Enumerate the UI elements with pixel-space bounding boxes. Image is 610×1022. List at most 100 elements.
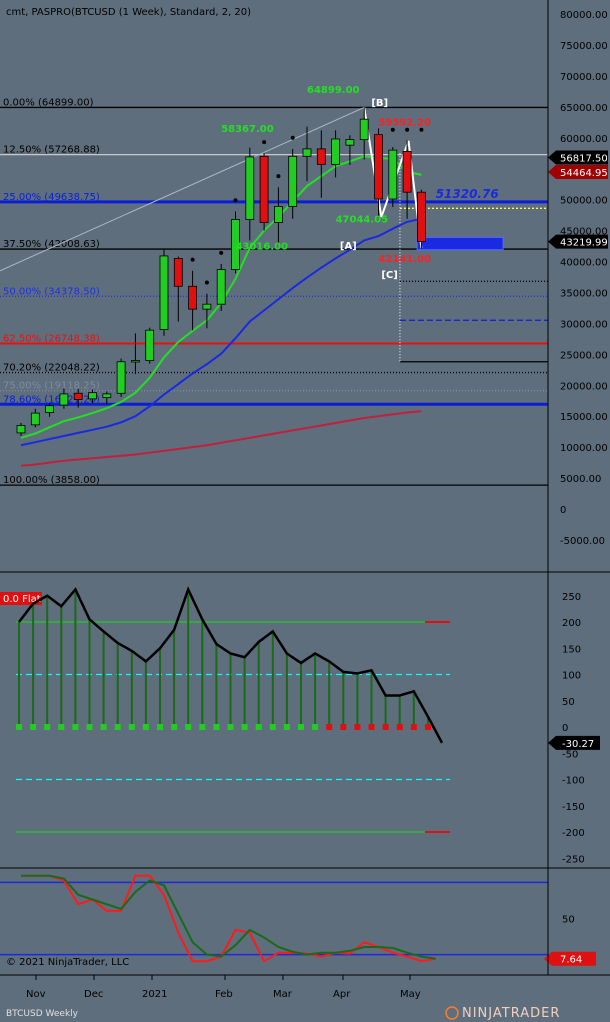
histogram-dot (58, 724, 65, 730)
fib-level-label: 12.50% (57268.88) (3, 145, 100, 156)
histogram-dot (86, 724, 93, 730)
fib-level-label: 100.00% (3858.00) (3, 475, 100, 486)
oscillator-line (18, 586, 444, 744)
candle-body (331, 138, 341, 165)
osc-value-flag-label: -30.27 (562, 739, 594, 750)
price-flag-label: 54464.95 (560, 168, 608, 179)
signal-dot (276, 174, 281, 179)
price-tick-label: 50000.00 (560, 196, 608, 207)
candle-body (374, 134, 383, 200)
candle-body (273, 206, 283, 223)
chart-annotation: 43016.00 (236, 242, 289, 253)
histogram-dot (227, 724, 234, 730)
histogram-dot (326, 724, 333, 730)
price-flag (548, 234, 608, 249)
histogram-dot (269, 724, 276, 730)
instrument-label: BTCUSD Weekly (6, 1009, 79, 1019)
indicator-tick-label: 50 (562, 915, 575, 926)
price-flag-label: 43219.99 (560, 238, 608, 249)
osc-tick-label: 0 (562, 723, 568, 734)
price-tick-label: 30000.00 (560, 319, 608, 330)
candle-body (402, 150, 412, 193)
osc-tick-label: 150 (562, 644, 581, 655)
fib-level-label: 62.50% (26748.38) (3, 333, 100, 344)
time-tick-label: Dec (84, 989, 103, 1000)
histogram-dot (114, 724, 121, 730)
oscillator-panel: 0.0 Flat (0, 586, 610, 869)
histogram-dot (368, 724, 375, 730)
candle-body (202, 303, 212, 310)
histogram-dot (142, 724, 149, 730)
fib-anchor-line (0, 106, 365, 272)
fib-level-label: 75.00% (19118.25) (3, 381, 100, 392)
fib-level-label: 37.50% (42008.63) (3, 239, 100, 250)
osc-tick-label: 50 (562, 697, 575, 708)
osc-tick-label: 200 (562, 618, 581, 629)
histogram-dot (241, 724, 248, 730)
histogram-dot (298, 724, 304, 730)
price-flag (548, 150, 608, 165)
price-tick-label: 60000.00 (560, 134, 608, 145)
candle-body (88, 392, 97, 400)
histogram-dot (100, 724, 107, 730)
price-tick-label: 10000.00 (560, 443, 608, 454)
candle-body (145, 329, 155, 361)
candle-body (316, 148, 326, 165)
histogram-dot (171, 724, 178, 730)
chart-annotation: [A] (340, 241, 357, 252)
price-axis[interactable]: 80000.00 75000.00 70000.00 65000.00 60000.00… (544, 10, 608, 966)
signal-dot (190, 257, 195, 262)
price-tick-label: 20000.00 (560, 381, 608, 392)
histogram-dot (199, 724, 206, 730)
candle-body (16, 425, 26, 434)
target-zone (416, 236, 504, 251)
time-tick-label: 2021 (142, 989, 167, 1000)
chart-annotation: 51320.76 (436, 187, 499, 201)
chart-annotation: 59592.20 (379, 117, 432, 128)
histogram-dot (128, 724, 135, 730)
osc-tick-label: 100 (562, 671, 581, 682)
histogram-dot (382, 724, 389, 730)
fib-level-label: 25.00% (49638.75) (3, 192, 100, 203)
candle-body (288, 155, 298, 207)
price-tick-label: 75000.00 (560, 41, 608, 52)
candle-body (359, 118, 369, 141)
time-tick-label: Nov (26, 989, 46, 1000)
signal-dot (262, 140, 267, 145)
chart-annotation: [B] (371, 98, 388, 109)
histogram-dot (16, 724, 22, 730)
price-tick-label: 25000.00 (560, 350, 608, 361)
candle-body (116, 361, 126, 394)
histogram-dot (424, 724, 431, 730)
moving-average-line (20, 410, 422, 467)
chart-annotation: 42141.00 (379, 254, 432, 265)
signal-dot (419, 127, 424, 132)
price-flag (548, 164, 608, 179)
price-tick-label: 5000.00 (560, 474, 601, 485)
signal-dot (233, 198, 238, 203)
ninjatrader-logo: NINJATRADER (445, 1006, 560, 1021)
lower-indicator-panel (0, 874, 548, 963)
candle-body (302, 148, 312, 157)
candle-body (45, 405, 54, 413)
histogram-dot (44, 724, 51, 730)
histogram-dot (30, 724, 37, 730)
histogram-dot (410, 724, 417, 730)
price-tick-label: 65000.00 (560, 103, 608, 114)
candle-body (416, 191, 426, 242)
ninjatrader-logo-icon (445, 1006, 459, 1020)
histogram-dot (255, 724, 262, 730)
time-axis[interactable]: Nov Dec 2021 Feb Mar Apr May (0, 0, 610, 1000)
candle-body (388, 149, 398, 200)
chart-annotation: 64899.00 (307, 85, 360, 96)
price-flag-label: 56817.50 (560, 153, 608, 164)
candle-body (188, 285, 198, 310)
candle-body (130, 360, 140, 363)
histogram-dot (157, 724, 163, 730)
price-tick-label: 80000.00 (560, 10, 608, 21)
signal-dot (290, 135, 295, 140)
logo-text: NINJATRADER (462, 1006, 560, 1021)
time-tick-label: Mar (273, 989, 293, 1000)
